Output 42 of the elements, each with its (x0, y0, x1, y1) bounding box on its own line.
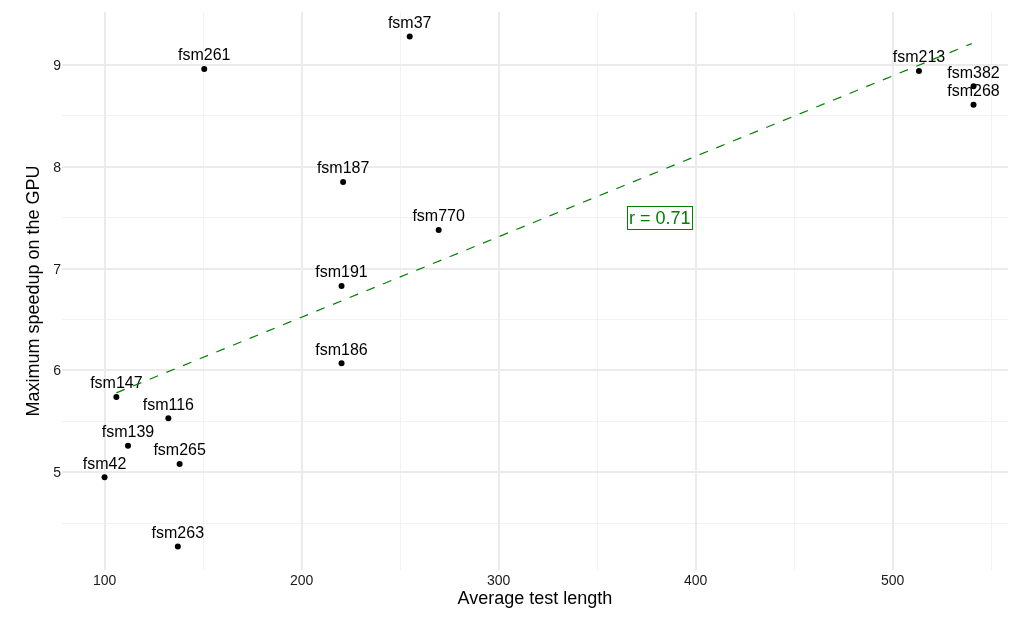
point (165, 415, 172, 422)
point (101, 474, 108, 481)
x-tick-label: 100 (92, 572, 117, 588)
data-label: fsm116 (142, 395, 195, 413)
data-label: fsm37 (387, 13, 432, 31)
data-label: fsm268 (947, 81, 1000, 99)
y-axis-title: Maximum speedup on the GPU (23, 165, 44, 417)
point (176, 461, 183, 468)
y-tick-label: 7 (53, 260, 62, 277)
data-label: fsm213 (892, 48, 946, 66)
data-label: fsm191 (315, 263, 368, 281)
x-tick-label: 500 (880, 572, 905, 588)
data-label: fsm42 (82, 454, 127, 472)
x-tick-label: 400 (683, 572, 708, 588)
data-label: fsm147 (90, 374, 143, 392)
point (201, 66, 208, 73)
point (338, 282, 345, 289)
y-tick-label: 9 (53, 56, 62, 73)
point (174, 543, 181, 550)
x-tick-label: 200 (289, 572, 314, 588)
annotation: r = 0.71 (629, 208, 691, 228)
y-tick-label: 5 (53, 464, 62, 481)
y-tick-label: 6 (53, 362, 62, 379)
point (125, 442, 131, 449)
y-tick-label: 8 (53, 158, 62, 175)
data-label: fsm139 (101, 423, 155, 441)
point (338, 360, 345, 367)
point (406, 33, 413, 40)
data-label: fsm263 (151, 523, 205, 541)
x-tick-label: 300 (486, 572, 511, 588)
point (915, 68, 922, 75)
data-label: fsm265 (153, 441, 206, 459)
x-axis-title: Average test length (457, 588, 613, 609)
point (113, 393, 120, 400)
data-label: fsm186 (315, 340, 368, 358)
point (435, 226, 442, 233)
data-label: fsm382 (947, 63, 1000, 81)
point (340, 179, 347, 186)
data-label: fsm261 (178, 46, 231, 64)
data-label: fsm187 (316, 159, 370, 177)
point (970, 101, 977, 108)
data-label: fsm770 (412, 207, 466, 225)
